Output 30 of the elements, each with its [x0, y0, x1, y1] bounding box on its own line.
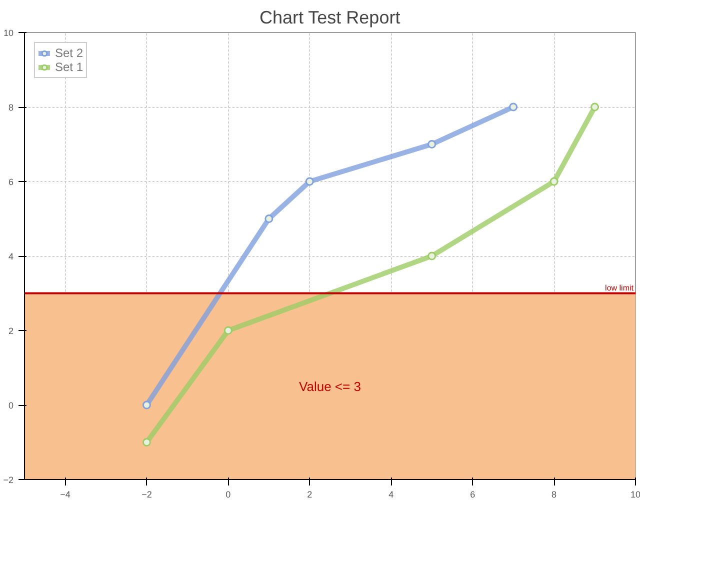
point — [428, 252, 436, 260]
x-tick-label: 10 — [630, 490, 641, 500]
ref-line-label: low limit — [605, 283, 634, 292]
x-tick-label: −2 — [142, 490, 152, 500]
point — [550, 177, 558, 186]
point — [224, 326, 232, 335]
legend-label: Set 1 — [55, 60, 84, 74]
point — [428, 140, 436, 148]
y-tick-label: 6 — [8, 177, 14, 187]
y-tick-label: 2 — [8, 326, 14, 336]
x-tick-label: 6 — [470, 490, 476, 500]
point — [509, 102, 518, 112]
point — [142, 438, 151, 446]
x-tick-label: 8 — [552, 490, 557, 500]
point — [142, 400, 151, 410]
y-tick-label: 4 — [8, 252, 14, 262]
chart-title: Chart Test Report — [259, 8, 400, 28]
y-tick-label: 0 — [8, 400, 14, 410]
x-tick-label: 4 — [388, 490, 394, 500]
y-tick-label: 10 — [3, 28, 14, 38]
band-label: Value <= 3 — [299, 378, 361, 394]
x-tick-label: −4 — [60, 490, 70, 500]
point — [264, 214, 274, 223]
legend-label: Set 2 — [55, 46, 84, 60]
point — [305, 177, 314, 186]
y-tick-label: 8 — [8, 102, 14, 112]
y-tick-label: −2 — [3, 475, 14, 485]
x-tick-label: 0 — [226, 490, 231, 500]
point — [590, 102, 600, 112]
x-tick-label: 2 — [307, 490, 312, 500]
